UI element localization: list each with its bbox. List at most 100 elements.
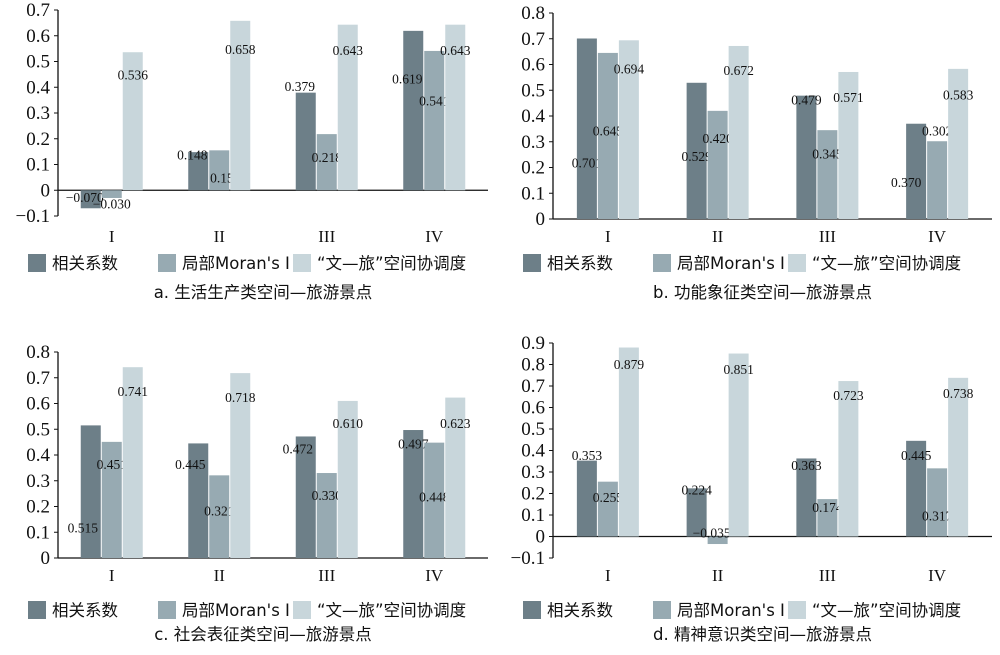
bar-c-s3-IV (445, 397, 466, 558)
chart-panel-a: −0.1 0 0.1 0.2 0.3 0.4 0.5 0.6 0.7 I −0.070−0.030 0… (16, 0, 488, 302)
legend-a: 相关系数 局部Moran's I “文—旅”空间协调度 (28, 254, 466, 273)
y-tick-label: 0.4 (521, 441, 545, 462)
legend-label: 局部Moran's I (182, 601, 290, 620)
bar-c-s3-II (230, 373, 251, 558)
bar-b-s3-II (728, 45, 749, 220)
bar-c-s1-II (188, 443, 209, 558)
bar-d-s2-I (597, 481, 618, 537)
data-label: 0.445 (901, 448, 932, 463)
legend-swatch (28, 601, 46, 619)
data-label: −0.030 (93, 196, 131, 211)
x-tick-label: III (318, 227, 335, 246)
bar-a-s2-II (209, 150, 230, 191)
bar-b-s3-III (838, 71, 859, 219)
bar-c-s3-III (337, 400, 358, 558)
y-tick-label: 0.3 (521, 462, 545, 483)
bar-b-s2-III (817, 130, 838, 219)
legend-label: “文—旅”空间协调度 (812, 601, 961, 620)
data-label: 0.321 (204, 504, 234, 519)
x-tick-label: III (819, 566, 836, 585)
data-label: 0.645 (593, 123, 624, 138)
y-tick-label: 0.3 (521, 132, 545, 153)
legend-label: 相关系数 (547, 601, 614, 620)
data-label: 0.174 (812, 500, 843, 515)
data-label: 0.451 (97, 457, 127, 472)
y-tick-label: 0.8 (521, 355, 545, 376)
y-tick-label: 0.3 (26, 471, 50, 492)
data-label: 0.879 (614, 357, 645, 372)
bar-c-s2-II (209, 475, 230, 558)
y-tick-label: −0.1 (511, 548, 545, 569)
chart-panel-b: 0 0.1 0.2 0.3 0.4 0.5 0.6 0.7 0.8 I 0.701 0.645 0.69… (521, 3, 992, 302)
bar-b-s3-I (618, 40, 639, 219)
legend-label: 相关系数 (52, 254, 119, 273)
bar-a-s1-II (188, 152, 209, 191)
legend-label: 局部Moran's I (182, 254, 290, 273)
y-tick-label: 0.1 (521, 183, 545, 204)
data-label: 0.741 (118, 384, 148, 399)
data-label: 0.610 (333, 416, 364, 431)
y-tick-label: −0.1 (16, 206, 50, 227)
legend-label: “文—旅”空间协调度 (812, 254, 961, 273)
bar-b-s2-I (597, 52, 618, 219)
y-tick-label: 0.9 (521, 333, 545, 354)
data-label: 0.370 (891, 175, 922, 190)
y-tick-label: 0.6 (521, 398, 545, 419)
data-label: 0.363 (791, 458, 822, 473)
bar-b-s1-IV (906, 123, 927, 219)
data-label: 0.218 (312, 150, 343, 165)
data-label: 0.701 (572, 156, 602, 171)
bar-a-s3-II (230, 20, 251, 191)
bar-d-s1-III (796, 458, 817, 537)
y-tick-label: 0.2 (521, 158, 545, 179)
data-label: 0.479 (791, 92, 822, 107)
y-tick-label: 0.3 (26, 103, 50, 124)
y-tick-label: 0.1 (521, 505, 545, 526)
data-label: 0.345 (812, 146, 843, 161)
legend-swatch (158, 254, 176, 272)
x-tick-label: I (605, 227, 611, 246)
data-label: 0.571 (833, 90, 863, 105)
y-tick-label: 0.1 (26, 522, 50, 543)
data-label: 0.672 (723, 63, 753, 78)
data-label: 0.448 (419, 489, 450, 504)
chart-panel-d: −0.100.10.20.30.40.50.60.70.80.9 I 0.353 0.… (511, 333, 992, 644)
data-label: 0.851 (723, 362, 753, 377)
data-label: 0.224 (681, 483, 712, 498)
data-label: 0.330 (312, 488, 343, 503)
y-tick-label: 0 (41, 548, 51, 569)
bar-c-s1-III (295, 436, 316, 558)
bar-d-s1-I (576, 460, 597, 537)
legend-swatch (788, 601, 806, 619)
legend-swatch (653, 254, 671, 272)
chart-panel-c: 0 0.1 0.2 0.3 0.4 0.5 0.6 0.7 0.8 I 0.515 0.451 0.74… (26, 342, 488, 644)
y-tick-label: 0.5 (521, 80, 545, 101)
legend-c: 相关系数 局部Moran's I “文—旅”空间协调度 (28, 601, 466, 620)
data-label: 0.643 (333, 43, 364, 58)
bar-a-s3-III (337, 24, 358, 191)
y-tick-label: 0 (536, 527, 546, 548)
data-label: 0.302 (922, 123, 952, 138)
data-label: 0.379 (285, 79, 316, 94)
legend-swatch (28, 254, 46, 272)
chart-caption: d. 精神意识类空间—旅游景点 (653, 625, 872, 644)
data-label: 0.317 (922, 508, 953, 523)
legend-label: 局部Moran's I (677, 254, 785, 273)
y-tick-label: 0.8 (521, 3, 545, 24)
y-tick-label: 0.5 (521, 419, 545, 440)
bar-b-s2-IV (927, 141, 948, 219)
bar-a-s2-I (101, 190, 122, 198)
legend-label: “文—旅”空间协调度 (317, 254, 466, 273)
bar-b-s1-I (576, 38, 597, 220)
legend-label: 局部Moran's I (677, 601, 785, 620)
data-label: 0.472 (283, 442, 313, 457)
x-tick-label: IV (928, 227, 947, 246)
y-tick-label: 0.7 (521, 376, 545, 397)
x-tick-label: II (712, 227, 724, 246)
chart-caption: c. 社会表征类空间—旅游景点 (154, 625, 372, 644)
bar-b-s3-IV (948, 68, 969, 219)
bar-d-s2-III (817, 499, 838, 537)
data-label: 0.536 (118, 68, 149, 83)
bar-a-s1-IV (403, 30, 424, 191)
